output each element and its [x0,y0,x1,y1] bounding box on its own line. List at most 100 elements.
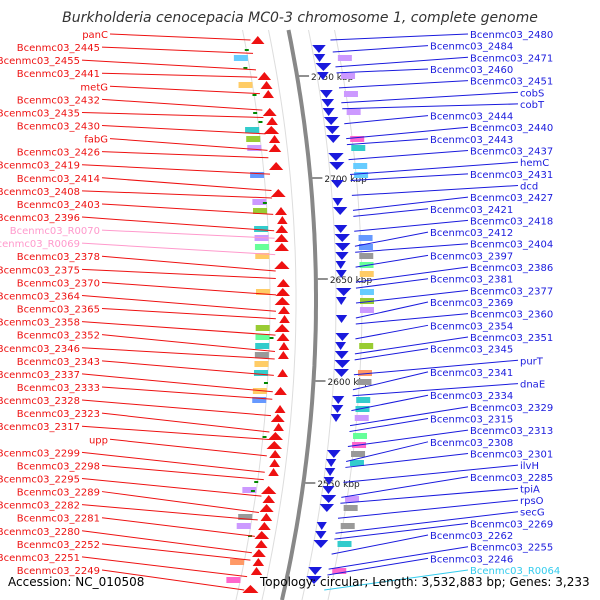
forward-gene-arrow [270,189,286,197]
reverse-gene-arrow [335,333,350,341]
label-leader-line [340,487,519,504]
forward-gene-arrow [258,522,271,530]
cog-block [254,361,269,367]
forward-gene-arrow [274,405,286,413]
label-leader-line [81,556,248,578]
cog-block [247,145,262,151]
cog-block [253,370,268,376]
reverse-gene-label: Bcenmc03_2334 [430,391,513,402]
label-leader-line [348,150,469,161]
topology-text: Topology: circular; Length: 3,532,883 bp… [260,575,590,589]
cog-block [250,172,265,178]
cog-block [337,55,352,61]
label-leader-line [101,569,245,591]
cog-block [254,244,269,250]
rna-marker [252,94,257,96]
reverse-gene-label: hemC [520,158,549,169]
genome-backbone [280,29,318,600]
reverse-gene-arrow [334,360,351,368]
kbp-tick-label: 2750 kbp [311,73,354,83]
reverse-gene-arrow [330,180,344,188]
reverse-gene-label: Bcenmc03_2421 [430,205,513,216]
forward-gene-arrow [255,540,268,548]
cog-block [255,334,270,340]
forward-gene-label: Bcenmc03_2414 [17,174,100,185]
reverse-gene-label: Bcenmc03_2404 [470,240,553,251]
cog-block [254,226,269,232]
forward-gene-label: Bcenmc03_2370 [17,278,100,289]
reverse-gene-arrow [321,99,335,107]
forward-gene-label: Bcenmc03_2403 [17,200,100,211]
label-leader-line [330,33,469,41]
forward-gene-label: Bcenmc03_2298 [17,461,100,472]
cog-block [246,136,261,142]
label-leader-line [101,177,272,192]
forward-gene-arrow [260,513,273,521]
reverse-gene-label: Bcenmc03_2443 [430,135,513,146]
reverse-gene-label: Bcenmc03_2444 [430,112,513,123]
cog-block [254,352,269,358]
label-leader-line [353,359,519,376]
forward-gene-arrow [276,279,290,287]
reverse-gene-arrow [324,468,336,476]
cog-block [353,433,368,439]
reverse-gene-arrow [321,495,337,503]
label-leader-line [349,418,429,433]
forward-gene-label: Bcenmc03_2378 [17,252,100,263]
cog-block [255,253,270,259]
cog-block [353,163,368,169]
label-leader-line [81,477,262,497]
reverse-gene-label: rpsO [520,496,544,507]
label-leader-line [324,569,469,591]
cog-block [356,397,371,403]
label-layer: panC Bcenmc03_2445 Bcenmc03_2455 Bcenmc03_2… [0,30,560,577]
reverse-gene-label: cobS [520,88,544,99]
cog-block [359,289,374,295]
forward-gene-arrow [252,558,265,566]
forward-gene-label: metG [80,82,108,93]
label-leader-line [81,242,276,256]
forward-gene-label: Bcenmc03_2408 [0,187,80,198]
rna-marker [269,337,274,339]
label-leader-line [352,196,469,211]
label-leader-line [354,348,429,361]
forward-gene-arrow [262,108,277,116]
cog-block [359,343,374,349]
label-leader-line [338,80,469,89]
label-leader-line [349,406,469,427]
label-leader-line [346,138,429,146]
reverse-gene-arrow [334,225,348,233]
label-leader-line [81,425,269,440]
label-leader-line [355,313,469,325]
forward-gene-arrow [268,468,279,476]
reverse-gene-arrow [335,252,349,260]
reverse-gene-arrow [323,477,335,485]
backbone-layer: 2750 kbp 2700 kbp 2650 kbp 2600 kbp 2550 kbp [235,29,373,600]
label-leader-line [351,184,519,196]
kbp-tick-label: 2650 kbp [330,276,373,286]
cog-block [337,541,352,547]
forward-gene-label: Bcenmc03_2346 [0,344,80,355]
reverse-gene-arrow [312,45,326,53]
reverse-gene-label: Bcenmc03_2386 [470,263,553,274]
reverse-gene-label: Bcenmc03_2427 [470,193,553,204]
label-leader-line [355,266,469,283]
label-leader-line [81,190,273,199]
forward-gene-label: Bcenmc03_2364 [0,291,80,302]
reverse-gene-label: Bcenmc03_2345 [430,345,513,356]
forward-gene-label: Bcenmc03_R0069 [0,239,80,250]
kbp-tick-label: 2550 kbp [317,480,360,490]
reverse-gene-label: Bcenmc03_2285 [470,473,553,484]
label-leader-line [355,243,469,253]
reverse-gene-arrow [317,72,329,80]
forward-gene-arrow [260,81,273,89]
cog-block [252,199,267,205]
label-leader-line [101,229,275,239]
label-leader-line [101,517,255,537]
reverse-gene-label: Bcenmc03_2381 [430,275,513,286]
reverse-gene-label: Bcenmc03_2460 [430,65,513,76]
cog-block [358,235,373,241]
label-leader-line [352,371,429,391]
reverse-gene-arrow [335,261,346,269]
forward-gene-arrow [262,495,276,503]
